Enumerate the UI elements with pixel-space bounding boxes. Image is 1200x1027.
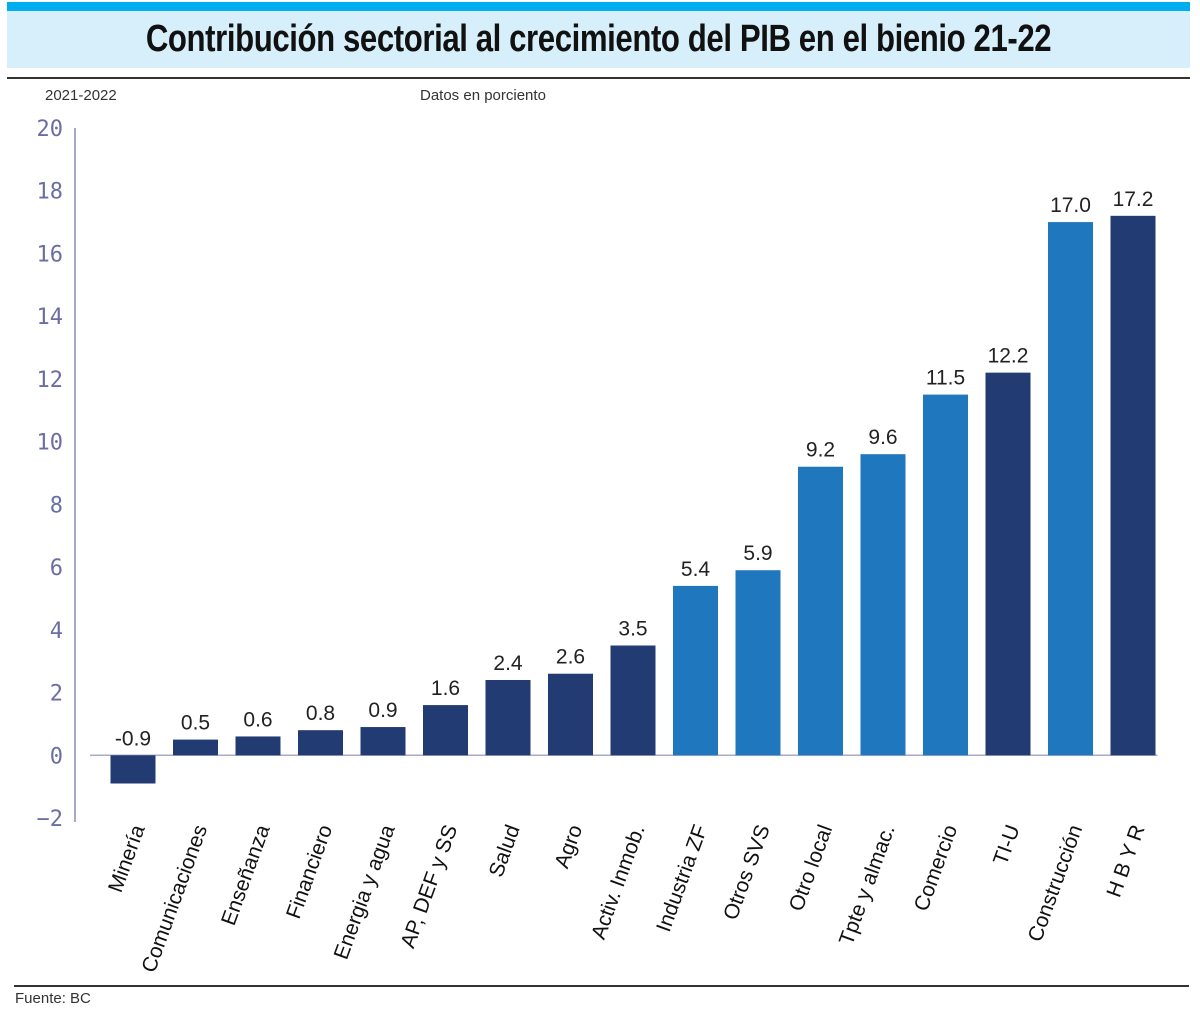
x-category-label: Financiero <box>282 822 337 922</box>
bar <box>423 705 468 756</box>
bars <box>110 215 1156 784</box>
value-label: 17.2 <box>1113 188 1154 211</box>
bar <box>610 645 656 756</box>
value-label: 5.9 <box>743 542 772 565</box>
bar <box>798 466 843 756</box>
y-tick-label: 10 <box>37 431 64 456</box>
title-accent-stripe <box>7 2 1190 11</box>
value-label: 2.6 <box>556 646 585 669</box>
period-label: 2021-2022 <box>45 87 117 104</box>
x-category-label: Industria ZF <box>652 822 712 935</box>
y-tick-label: 2 <box>50 682 63 707</box>
value-label: 3.5 <box>618 618 647 641</box>
bar <box>673 585 718 756</box>
value-label: 0.9 <box>368 699 397 722</box>
value-label: 5.4 <box>681 558 711 581</box>
x-category-label: Agro <box>550 822 587 872</box>
value-label: 1.6 <box>431 677 460 700</box>
bar <box>548 673 593 756</box>
value-label: 17.0 <box>1050 194 1091 217</box>
bar <box>1048 222 1093 756</box>
x-category-label: Energia y agua <box>330 822 400 963</box>
value-label: 0.5 <box>181 712 210 735</box>
y-tick-label: 16 <box>37 242 64 267</box>
bar <box>923 394 968 756</box>
value-label: 0.8 <box>306 702 335 725</box>
y-tick-label: 14 <box>37 305 64 330</box>
source-note: Fuente: BC <box>15 990 91 1007</box>
y-tick-label: −2 <box>37 807 64 832</box>
y-tick-label: 4 <box>50 619 63 644</box>
x-category-label: Comunicaciones <box>137 822 212 976</box>
y-tick-label: 20 <box>37 117 64 142</box>
x-category-label: Otros SVS <box>719 822 775 923</box>
x-category-label: AP, DEF y SS <box>396 822 462 951</box>
bar <box>860 454 906 756</box>
value-label: 0.6 <box>243 708 272 731</box>
x-category-label: Construcción <box>1024 822 1088 945</box>
value-label: 2.4 <box>493 652 523 675</box>
y-tick-label: 8 <box>50 493 63 518</box>
header-divider <box>7 77 1190 79</box>
value-label: -0.9 <box>115 727 151 750</box>
value-label: 12.2 <box>988 345 1029 368</box>
bar <box>173 739 218 756</box>
x-category-label: Otro local <box>785 822 837 914</box>
x-category-label: Minería <box>104 822 150 896</box>
title-band: Contribución sectorial al crecimiento de… <box>7 11 1190 68</box>
y-tick-label: 6 <box>50 556 63 581</box>
footer-divider <box>14 985 1189 987</box>
units-note: Datos en porciento <box>420 87 546 104</box>
value-label: 9.6 <box>868 426 897 449</box>
bar <box>485 680 531 756</box>
chart-title: Contribución sectorial al crecimiento de… <box>145 18 1052 60</box>
x-category-label: TI-U <box>989 822 1025 868</box>
bar <box>985 372 1031 756</box>
value-label: 11.5 <box>926 367 965 390</box>
y-tick-label: 18 <box>37 180 64 205</box>
bar <box>735 570 781 756</box>
bar <box>110 755 156 784</box>
bar <box>298 730 343 756</box>
bar <box>360 727 406 756</box>
bar <box>1110 215 1156 756</box>
x-category-label: Enseñanza <box>217 822 275 929</box>
x-category-label: Activ. Inmob. <box>587 822 650 942</box>
bar <box>235 736 281 756</box>
value-labels: -0.9 0.5 0.6 0.8 0.9 1.6 2.4 2.6 3.5 5.4 5.9 9.2 9.6… <box>115 188 1154 750</box>
y-tick-label: 12 <box>37 368 64 393</box>
x-category-label: H B Y R <box>1102 822 1149 900</box>
x-category-label: Salud <box>485 822 525 880</box>
x-category-label: Tpte y almac. <box>835 822 900 948</box>
value-label: 9.2 <box>806 439 835 462</box>
x-category-label: Comercio <box>910 822 962 914</box>
y-tick-label: 0 <box>50 744 63 769</box>
